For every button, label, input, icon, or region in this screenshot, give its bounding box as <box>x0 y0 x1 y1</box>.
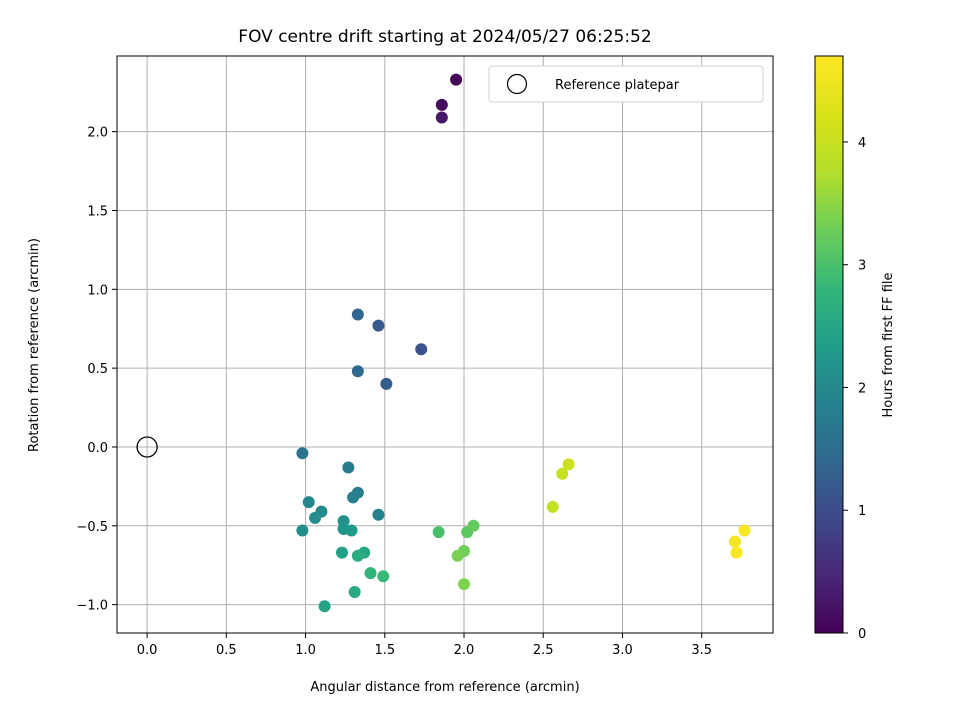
data-point <box>546 500 559 513</box>
x-tick-label: 0.0 <box>137 643 158 658</box>
reference-marker <box>136 436 158 458</box>
data-point <box>562 458 575 471</box>
chart-title: FOV centre drift starting at 2024/05/27 … <box>238 27 651 47</box>
colorbar-ticks: 0 1 2 3 4 <box>843 136 866 642</box>
legend-marker <box>506 73 528 95</box>
x-axis-label: Angular distance from reference (arcmin) <box>310 680 579 695</box>
data-point <box>380 377 393 390</box>
x-tick-label: 3.5 <box>691 643 712 658</box>
colorbar-tick-label: 4 <box>858 136 866 151</box>
data-point <box>415 343 428 356</box>
y-tick-label: 1.0 <box>87 283 108 298</box>
colorbar-tick-label: 2 <box>858 381 866 396</box>
grid <box>117 56 773 633</box>
data-point <box>351 365 364 378</box>
plot-frame <box>116 55 774 634</box>
data-point <box>302 496 315 509</box>
x-tick-label: 2.0 <box>454 643 475 658</box>
x-tick-label: 2.5 <box>533 643 554 658</box>
x-axis-ticks: 0.0 0.5 1.0 1.5 2.0 2.5 3.0 3.5 <box>137 633 712 658</box>
reference-point <box>136 436 158 458</box>
data-point <box>336 546 349 559</box>
y-axis-label: Rotation from reference (arcmin) <box>27 238 42 452</box>
x-tick-label: 1.0 <box>295 643 316 658</box>
data-point <box>372 319 385 332</box>
data-points <box>296 73 751 613</box>
colorbar: 0 1 2 3 4 Hours from first FF file <box>814 55 896 642</box>
data-point <box>296 524 309 537</box>
data-point <box>435 98 448 111</box>
data-point <box>351 549 364 562</box>
data-point <box>372 508 385 521</box>
data-point <box>467 519 480 532</box>
data-point <box>435 111 448 124</box>
data-point <box>351 308 364 321</box>
data-point <box>347 491 360 504</box>
data-point <box>451 549 464 562</box>
data-point <box>450 73 463 86</box>
data-point <box>458 578 471 591</box>
data-point <box>296 447 309 460</box>
x-tick-label: 0.5 <box>216 643 237 658</box>
data-point <box>730 546 743 559</box>
legend: Reference platepar <box>488 65 764 103</box>
data-point <box>432 526 445 539</box>
x-tick-label: 1.5 <box>374 643 395 658</box>
data-point <box>556 467 569 480</box>
legend-label: Reference platepar <box>555 78 680 93</box>
y-axis-ticks: −1.0 −0.5 0.0 0.5 1.0 1.5 2.0 <box>76 126 117 614</box>
colorbar-tick-label: 3 <box>858 259 866 274</box>
data-point <box>348 586 361 599</box>
colorbar-label: Hours from first FF file <box>881 272 896 417</box>
data-point <box>309 511 322 524</box>
x-tick-label: 3.0 <box>612 643 633 658</box>
y-tick-label: −0.5 <box>76 520 108 535</box>
colorbar-tick-label: 1 <box>858 504 866 519</box>
y-tick-label: 0.5 <box>87 362 108 377</box>
colorbar-gradient <box>814 55 844 634</box>
data-point <box>364 567 377 580</box>
y-tick-label: 2.0 <box>87 126 108 141</box>
legend-box <box>488 65 764 103</box>
data-point <box>318 600 331 613</box>
y-tick-label: −1.0 <box>76 599 108 614</box>
y-tick-label: 1.5 <box>87 204 108 219</box>
data-point <box>345 524 358 537</box>
y-tick-label: 0.0 <box>87 441 108 456</box>
data-point <box>377 570 390 583</box>
data-point <box>342 461 355 474</box>
data-point <box>738 524 751 537</box>
colorbar-tick-label: 0 <box>858 627 866 642</box>
data-point <box>728 535 741 548</box>
